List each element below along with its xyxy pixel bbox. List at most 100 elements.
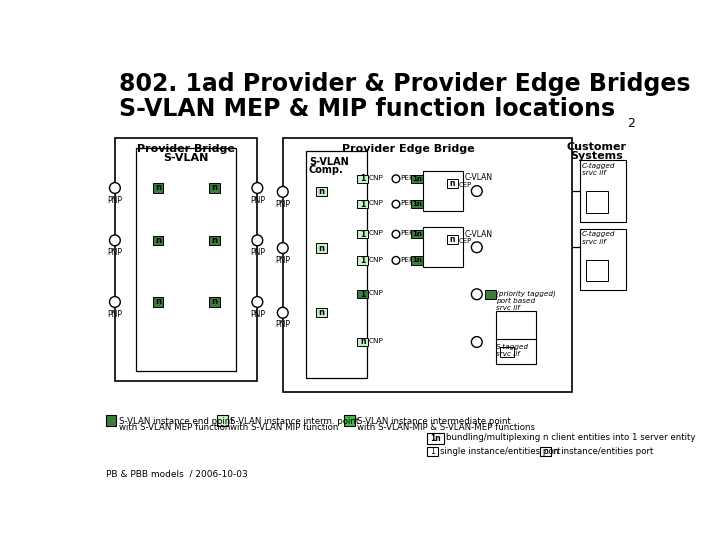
Text: 1n: 1n <box>412 176 422 182</box>
Text: 1: 1 <box>430 447 434 456</box>
Text: n: n <box>155 184 161 192</box>
Text: PNP: PNP <box>107 309 122 319</box>
Text: with S-VLAN MIP function: with S-VLAN MIP function <box>230 423 339 432</box>
Bar <box>586 260 608 281</box>
Text: S-VLAN MEP & MIP function locations: S-VLAN MEP & MIP function locations <box>119 97 615 121</box>
Text: CEP: CEP <box>459 182 472 188</box>
Text: Provider Bridge: Provider Bridge <box>138 144 235 154</box>
Bar <box>217 415 228 426</box>
Bar <box>106 415 117 426</box>
Bar <box>410 230 423 239</box>
Bar <box>357 230 368 239</box>
Circle shape <box>472 186 482 197</box>
Text: PB & PBB models  / 2006-10-03: PB & PBB models / 2006-10-03 <box>106 469 248 478</box>
Bar <box>316 187 327 197</box>
Bar <box>447 179 457 187</box>
Bar <box>427 447 438 456</box>
Text: C-tagged: C-tagged <box>582 163 615 168</box>
Text: (priority tagged): (priority tagged) <box>496 291 556 297</box>
Text: C-VLAN: C-VLAN <box>464 230 492 239</box>
Circle shape <box>277 186 288 197</box>
Text: S-VLAN instance end point: S-VLAN instance end point <box>119 417 233 426</box>
Text: 802. 1ad Provider & Provider Edge Bridges: 802. 1ad Provider & Provider Edge Bridge… <box>119 72 690 97</box>
Bar <box>410 174 423 183</box>
Circle shape <box>392 231 400 238</box>
Text: n: n <box>543 447 548 456</box>
Text: S-VLAN: S-VLAN <box>309 157 348 167</box>
Bar <box>586 191 608 213</box>
Text: n: n <box>211 184 217 192</box>
Text: 1: 1 <box>360 230 366 239</box>
Text: n instance/entities port: n instance/entities port <box>553 447 654 456</box>
Bar <box>496 311 536 342</box>
Text: with S-VLAN MEP function: with S-VLAN MEP function <box>119 423 230 432</box>
Bar <box>357 290 368 299</box>
Circle shape <box>472 336 482 347</box>
Text: n: n <box>211 236 217 245</box>
Bar <box>209 184 220 193</box>
Text: PEP: PEP <box>400 175 414 181</box>
Bar <box>209 236 220 245</box>
Text: srvc ilf: srvc ilf <box>582 170 606 176</box>
Bar <box>137 148 235 372</box>
Circle shape <box>392 200 400 208</box>
Text: 1n: 1n <box>412 231 422 237</box>
Text: n: n <box>449 179 455 188</box>
Text: n: n <box>449 235 455 244</box>
Text: S-VLAN: S-VLAN <box>163 153 209 163</box>
Text: CNP: CNP <box>369 256 384 262</box>
Bar <box>357 174 368 183</box>
Bar <box>357 256 368 265</box>
Text: n: n <box>360 338 366 347</box>
Text: S-tagged: S-tagged <box>496 345 529 350</box>
Text: n: n <box>318 187 324 197</box>
Text: srvc ilf: srvc ilf <box>496 351 520 357</box>
Bar <box>423 171 463 211</box>
Text: port based: port based <box>496 298 535 304</box>
Text: 1n: 1n <box>430 434 441 443</box>
Circle shape <box>252 296 263 307</box>
Text: C-VLAN: C-VLAN <box>464 173 492 183</box>
Circle shape <box>472 242 482 253</box>
Circle shape <box>109 235 120 246</box>
Text: PEP: PEP <box>400 200 414 206</box>
Bar <box>153 236 163 245</box>
Text: CNP: CNP <box>369 338 384 344</box>
Text: PNP: PNP <box>250 248 265 257</box>
Bar <box>316 308 327 318</box>
Bar <box>423 227 463 267</box>
Text: CNP: CNP <box>369 200 384 206</box>
Text: PNP: PNP <box>107 248 122 257</box>
Text: n: n <box>318 308 324 317</box>
Bar <box>485 289 496 299</box>
Text: n: n <box>155 298 161 307</box>
Text: 1n: 1n <box>412 258 422 264</box>
Text: PEP: PEP <box>400 231 414 237</box>
Text: srvc ilf: srvc ilf <box>496 305 520 311</box>
Text: bundling/multiplexing n client entities into 1 server entity: bundling/multiplexing n client entities … <box>446 433 696 442</box>
Text: PEP: PEP <box>400 256 414 262</box>
Bar <box>540 447 551 456</box>
Text: 1: 1 <box>360 256 366 265</box>
Text: CNP: CNP <box>369 291 384 296</box>
Text: Provider Edge Bridge: Provider Edge Bridge <box>341 144 474 154</box>
Text: CNP: CNP <box>369 175 384 181</box>
Text: CNP: CNP <box>369 231 384 237</box>
Circle shape <box>392 175 400 183</box>
Circle shape <box>109 296 120 307</box>
Text: PNP: PNP <box>250 309 265 319</box>
Circle shape <box>277 242 288 253</box>
Circle shape <box>252 235 263 246</box>
Circle shape <box>277 307 288 318</box>
Text: S-VLAN instance interm. point: S-VLAN instance interm. point <box>230 417 360 426</box>
Bar <box>500 347 514 357</box>
Text: PNP: PNP <box>275 200 290 208</box>
Bar <box>357 200 368 208</box>
Text: S-VLAN instance intermediate point: S-VLAN instance intermediate point <box>357 417 511 426</box>
Text: 1: 1 <box>360 200 366 208</box>
Text: srvc ilf: srvc ilf <box>582 239 606 245</box>
Text: PNP: PNP <box>275 256 290 265</box>
Text: 1n: 1n <box>412 201 422 207</box>
Circle shape <box>392 256 400 264</box>
Bar <box>209 298 220 307</box>
